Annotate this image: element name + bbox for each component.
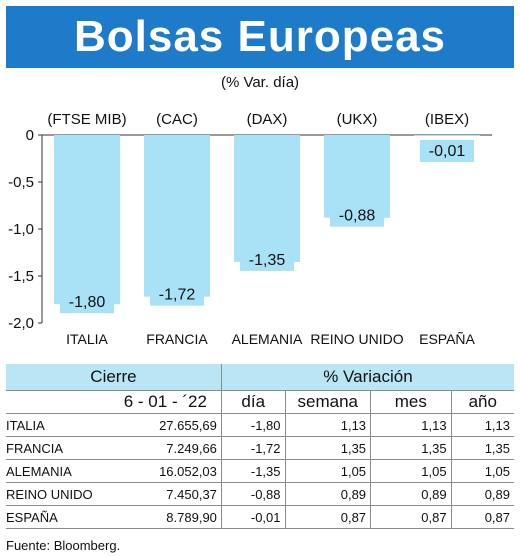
row-ano: 1,35 <box>450 436 514 460</box>
row-dia: -0,88 <box>220 482 286 506</box>
header-ano: año <box>450 390 514 414</box>
source-note: Fuente: Bloomberg. <box>6 538 121 553</box>
table-row: REINO UNIDO 7.450,37 -0,88 0,89 0,89 0,89 <box>6 482 514 506</box>
page-title: Bolsas Europeas <box>73 12 447 61</box>
row-ano: 0,87 <box>450 505 514 529</box>
row-close: 8.789,90 <box>120 505 222 529</box>
y-tick-label: -0,5 <box>8 174 34 191</box>
header-semana: semana <box>284 390 371 414</box>
table-row: FRANCIA 7.249,66 -1,72 1,35 1,35 1,35 <box>6 436 514 460</box>
title-banner: Bolsas Europeas <box>6 6 514 68</box>
row-mes: 1,35 <box>370 436 452 460</box>
row-semana: 1,05 <box>284 459 371 483</box>
row-close: 7.450,37 <box>120 482 222 506</box>
row-dia: -0,01 <box>220 505 286 529</box>
index-label: (IBEX) <box>425 111 469 128</box>
table-column-header: 6 - 01 - ´22 día semana mes año <box>6 390 514 414</box>
header-mes: mes <box>370 390 452 414</box>
table-row: ITALIA 27.655,69 -1,80 1,13 1,13 1,13 <box>6 413 514 437</box>
value-label-bg <box>150 283 204 306</box>
value-label-bg <box>420 140 474 162</box>
value-label: -0,01 <box>429 143 466 160</box>
row-semana: 0,89 <box>284 482 371 506</box>
bar <box>234 135 300 262</box>
row-mes: 1,05 <box>370 459 452 483</box>
index-label: (FTSE MIB) <box>47 111 126 128</box>
row-name: ITALIA <box>6 413 121 437</box>
value-label: -1,35 <box>249 252 286 269</box>
index-label: (DAX) <box>247 111 288 128</box>
bar-chart: 0 -0,5 -1,0 -1,5 -2,0 -1,80 (FTSE MIB) ITALIA -1… <box>8 111 492 347</box>
header-cierre: Cierre <box>6 364 222 391</box>
category-label: ESPAÑA <box>419 331 475 347</box>
row-name: ALEMANIA <box>6 459 121 483</box>
row-mes: 0,89 <box>370 482 452 506</box>
y-tick-label: -1,5 <box>8 268 34 285</box>
header-date: 6 - 01 - ´22 <box>6 390 222 414</box>
table-group-header: Cierre % Variación <box>6 364 514 391</box>
value-label: -1,80 <box>69 294 106 311</box>
value-label-bg <box>240 248 294 271</box>
header-variacion: % Variación <box>220 364 514 391</box>
row-name: FRANCIA <box>6 436 121 460</box>
y-tick-label: 0 <box>26 127 34 144</box>
bar <box>144 135 210 297</box>
category-label: REINO UNIDO <box>310 331 403 347</box>
row-mes: 1,13 <box>370 413 452 437</box>
value-label-bg <box>60 291 114 314</box>
category-label: ITALIA <box>66 331 108 347</box>
table-row: ALEMANIA 16.052,03 -1,35 1,05 1,05 1,05 <box>6 459 514 483</box>
row-close: 27.655,69 <box>120 413 222 437</box>
y-tick-label: -2,0 <box>8 315 34 332</box>
row-dia: -1,72 <box>220 436 286 460</box>
header-dia: día <box>220 390 286 414</box>
row-dia: -1,35 <box>220 459 286 483</box>
row-close: 7.249,66 <box>120 436 222 460</box>
markets-table: Cierre % Variación 6 - 01 - ´22 día sema… <box>6 364 514 529</box>
bar <box>414 135 480 136</box>
table-row: ESPAÑA 8.789,90 -0,01 0,87 0,87 0,87 <box>6 505 514 529</box>
row-semana: 1,35 <box>284 436 371 460</box>
index-label: (CAC) <box>156 111 198 128</box>
row-close: 16.052,03 <box>120 459 222 483</box>
row-mes: 0,87 <box>370 505 452 529</box>
y-tick-label: -1,0 <box>8 221 34 238</box>
value-label-bg <box>330 204 384 227</box>
row-ano: 1,13 <box>450 413 514 437</box>
category-label: ALEMANIA <box>232 331 303 347</box>
value-label: -0,88 <box>339 208 376 225</box>
row-name: REINO UNIDO <box>6 482 121 506</box>
row-ano: 0,89 <box>450 482 514 506</box>
index-label: (UKX) <box>337 111 378 128</box>
row-ano: 1,05 <box>450 459 514 483</box>
row-semana: 1,13 <box>284 413 371 437</box>
chart-subtitle: (% Var. día) <box>220 74 300 91</box>
row-dia: -1,80 <box>220 413 286 437</box>
row-name: ESPAÑA <box>6 505 121 529</box>
row-semana: 0,87 <box>284 505 371 529</box>
value-label: -1,72 <box>159 287 196 304</box>
category-label: FRANCIA <box>146 331 208 347</box>
bar <box>324 135 390 218</box>
bar <box>54 135 120 305</box>
